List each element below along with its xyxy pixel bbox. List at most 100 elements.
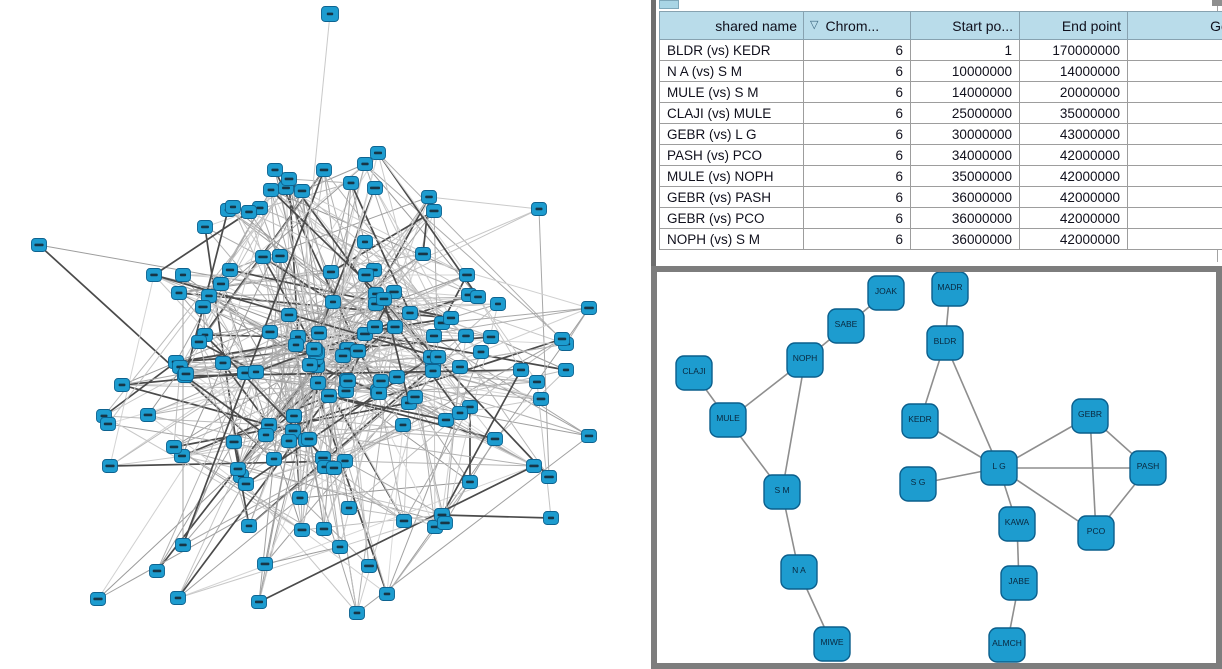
- network-node[interactable]: [191, 335, 207, 349]
- network-node[interactable]: [311, 326, 327, 340]
- network-node[interactable]: [473, 345, 489, 359]
- table-row[interactable]: MULE (vs) NOPH6350000004200000010.5: [659, 165, 1222, 187]
- table-row[interactable]: MULE (vs) S M614000000200000007.5: [659, 81, 1222, 103]
- network-node[interactable]: [294, 523, 310, 537]
- detail-edge-noph-s-m[interactable]: [781, 359, 806, 493]
- network-node[interactable]: [407, 390, 423, 404]
- table-row[interactable]: BLDR (vs) KEDR61170000000192.0: [659, 39, 1222, 61]
- network-node[interactable]: [288, 338, 304, 352]
- detail-node-claji[interactable]: CLAJI: [675, 355, 713, 391]
- detail-node-pash[interactable]: PASH: [1129, 450, 1167, 486]
- network-node[interactable]: [332, 540, 348, 554]
- network-node[interactable]: [458, 329, 474, 343]
- network-node[interactable]: [294, 184, 310, 198]
- network-node[interactable]: [389, 370, 405, 384]
- detail-edge-bldr-l-g[interactable]: [944, 342, 1000, 469]
- network-node[interactable]: [357, 157, 373, 171]
- network-node[interactable]: [321, 389, 337, 403]
- detail-node-pco[interactable]: PCO: [1077, 515, 1115, 551]
- network-node[interactable]: [340, 374, 356, 388]
- network-node[interactable]: [438, 413, 454, 427]
- network-node[interactable]: [526, 459, 542, 473]
- network-node[interactable]: [257, 557, 273, 571]
- network-node[interactable]: [267, 163, 283, 177]
- network-node[interactable]: [350, 344, 366, 358]
- network-node[interactable]: [323, 265, 339, 279]
- detail-node-s-g[interactable]: S G: [899, 466, 937, 502]
- network-node[interactable]: [443, 311, 459, 325]
- network-node[interactable]: [321, 6, 339, 22]
- network-node[interactable]: [529, 375, 545, 389]
- detail-node-madr[interactable]: MADR: [931, 272, 969, 307]
- network-node[interactable]: [452, 360, 468, 374]
- network-node[interactable]: [31, 238, 47, 252]
- network-node[interactable]: [238, 477, 254, 491]
- network-node[interactable]: [213, 277, 229, 291]
- network-node[interactable]: [335, 349, 351, 363]
- detail-edge-gebr-pco[interactable]: [1089, 415, 1097, 534]
- network-node[interactable]: [281, 172, 297, 186]
- network-node[interactable]: [230, 462, 246, 476]
- network-node[interactable]: [90, 592, 106, 606]
- filter-icon[interactable]: ▽: [810, 18, 819, 31]
- detail-node-almch[interactable]: ALMCH: [988, 627, 1026, 663]
- network-node[interactable]: [490, 297, 506, 311]
- network-node[interactable]: [175, 268, 191, 282]
- network-node[interactable]: [306, 342, 322, 356]
- network-node[interactable]: [301, 432, 317, 446]
- network-node[interactable]: [357, 235, 373, 249]
- network-node[interactable]: [316, 163, 332, 177]
- network-node[interactable]: [146, 268, 162, 282]
- network-node[interactable]: [215, 356, 231, 370]
- network-node[interactable]: [248, 365, 264, 379]
- network-node[interactable]: [367, 320, 383, 334]
- network-node[interactable]: [379, 587, 395, 601]
- detail-node-s-m[interactable]: S M: [763, 474, 801, 510]
- detail-node-l-g[interactable]: L G: [980, 450, 1018, 486]
- network-node[interactable]: [149, 564, 165, 578]
- network-node[interactable]: [387, 320, 403, 334]
- network-node[interactable]: [430, 350, 446, 364]
- network-node[interactable]: [543, 511, 559, 525]
- network-node[interactable]: [426, 329, 442, 343]
- network-node[interactable]: [415, 247, 431, 261]
- network-node[interactable]: [396, 514, 412, 528]
- detail-network-canvas[interactable]: JOAK MADR SABE NOPH CLAJI BLDR MULE KEDR GEBR L G…: [657, 272, 1216, 663]
- detail-node-jabe[interactable]: JABE: [1000, 565, 1038, 601]
- network-node[interactable]: [531, 202, 547, 216]
- network-node[interactable]: [262, 325, 278, 339]
- network-node[interactable]: [558, 363, 574, 377]
- network-node[interactable]: [341, 501, 357, 515]
- network-node[interactable]: [241, 205, 257, 219]
- network-node[interactable]: [255, 250, 271, 264]
- network-node[interactable]: [178, 367, 194, 381]
- network-node[interactable]: [426, 204, 442, 218]
- network-node[interactable]: [581, 429, 597, 443]
- network-node[interactable]: [371, 386, 387, 400]
- table-row[interactable]: CLAJI (vs) MULE625000000350000005.9: [659, 102, 1222, 124]
- network-node[interactable]: [437, 516, 453, 530]
- network-node[interactable]: [140, 408, 156, 422]
- column-header-shared-name[interactable]: shared name: [659, 11, 804, 40]
- detail-node-mule[interactable]: MULE: [709, 402, 747, 438]
- table-row[interactable]: N A (vs) S M610000000140000006.6: [659, 60, 1222, 82]
- table-row[interactable]: PASH (vs) PCO6340000004200000011.4: [659, 144, 1222, 166]
- network-node[interactable]: [470, 290, 486, 304]
- network-node[interactable]: [100, 417, 116, 431]
- column-header-genetic[interactable]: Genetic...: [1127, 11, 1222, 40]
- network-node[interactable]: [349, 606, 365, 620]
- network-node[interactable]: [483, 330, 499, 344]
- column-header-end-point[interactable]: End point: [1019, 11, 1128, 40]
- table-row[interactable]: GEBR (vs) PCO636000000420000008.4: [659, 207, 1222, 229]
- table-corner-tab[interactable]: [659, 0, 679, 9]
- detail-node-kawa[interactable]: KAWA: [998, 506, 1036, 542]
- network-node[interactable]: [541, 470, 557, 484]
- network-node[interactable]: [102, 459, 118, 473]
- network-node[interactable]: [281, 308, 297, 322]
- detail-node-sabe[interactable]: SABE: [827, 308, 865, 344]
- network-node[interactable]: [462, 475, 478, 489]
- network-node[interactable]: [251, 595, 267, 609]
- network-node[interactable]: [316, 522, 332, 536]
- network-node[interactable]: [114, 378, 130, 392]
- network-node[interactable]: [533, 392, 549, 406]
